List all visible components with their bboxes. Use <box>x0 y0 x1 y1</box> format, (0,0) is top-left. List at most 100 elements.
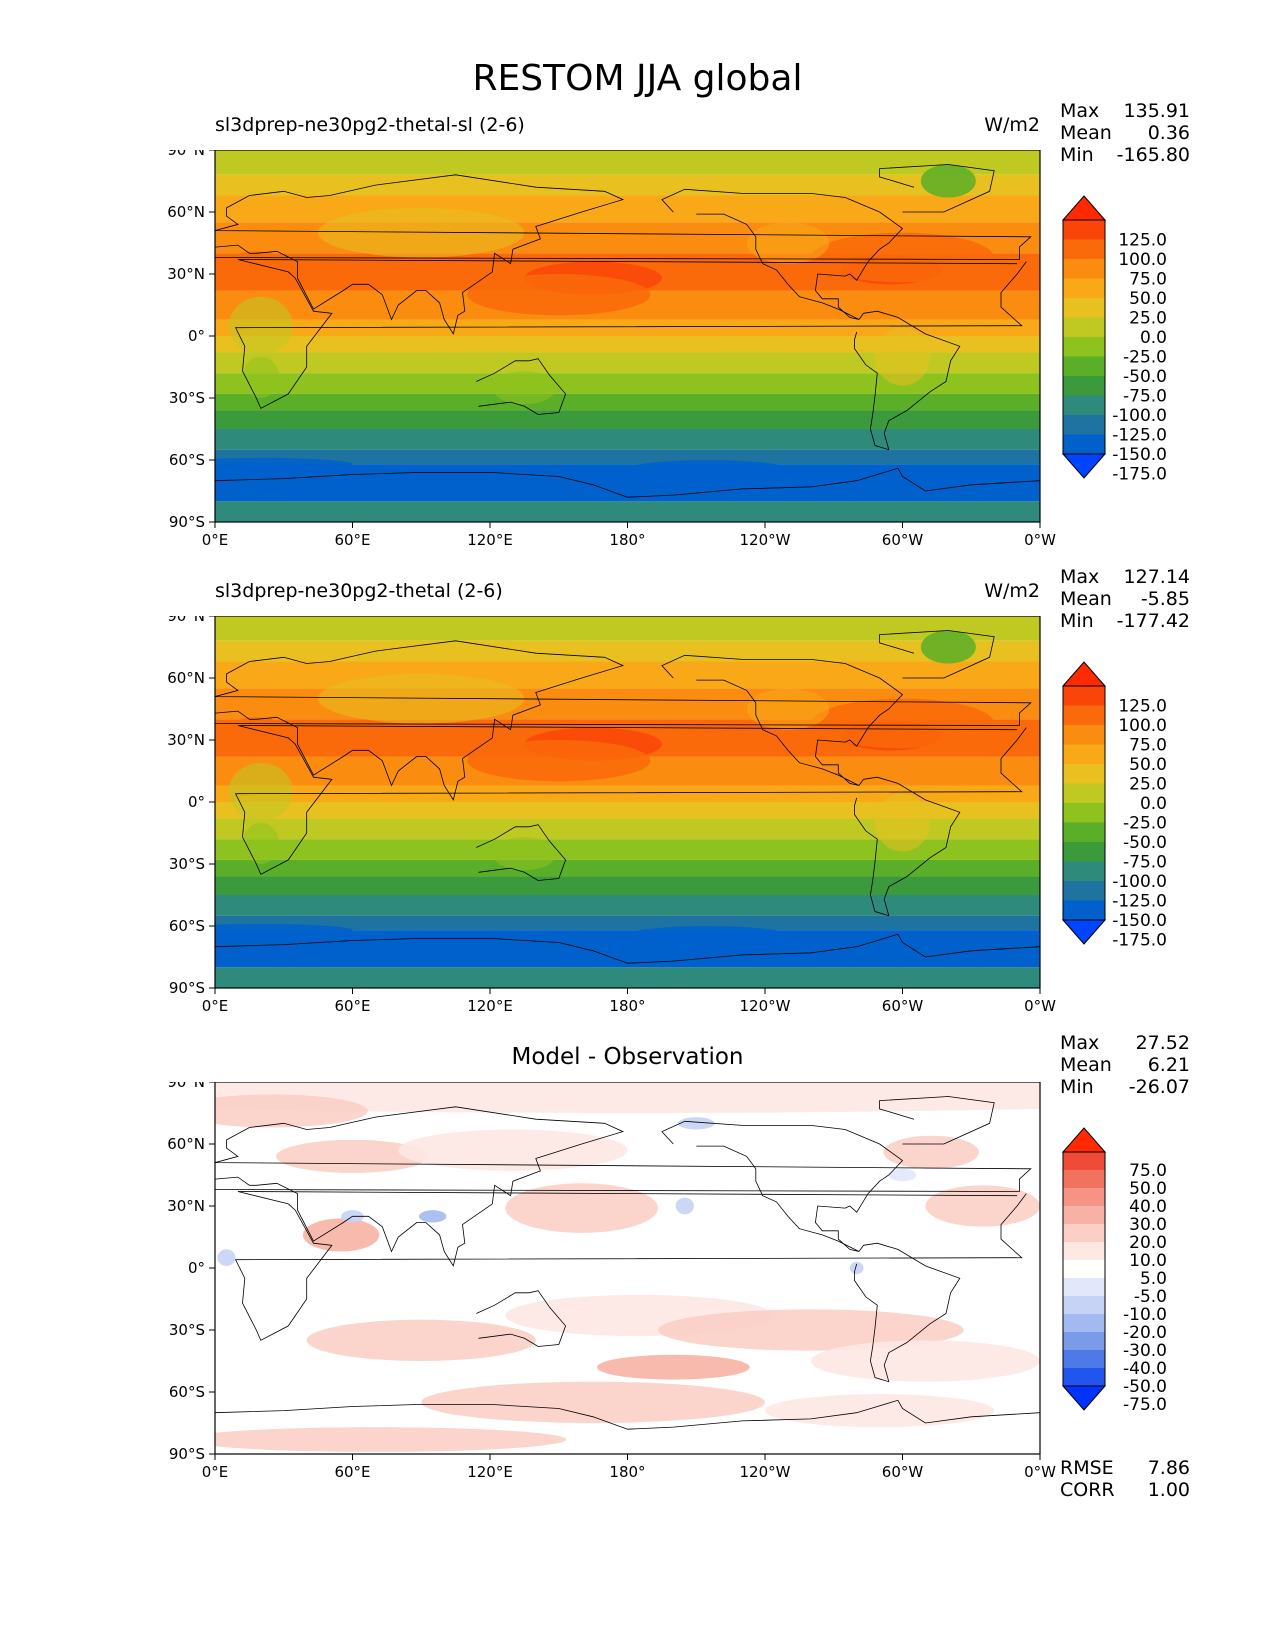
map-panel-difference: Model - Observation Max 27.52 Mean 6.21 Mi… <box>0 1032 1275 1552</box>
field-feature <box>675 1197 694 1215</box>
colorbar-frame <box>1062 685 1106 921</box>
colorbar-label: 125.0 <box>1118 231 1167 251</box>
mean-label: Mean <box>1060 1054 1112 1076</box>
field-feature <box>810 1340 1040 1382</box>
field-feature <box>418 1210 447 1223</box>
max-value: 27.52 <box>1135 1032 1190 1054</box>
lon-tick-label: 180° <box>609 997 645 1015</box>
colorbar-segment <box>1063 1206 1105 1225</box>
colorbar-frame <box>1062 1151 1106 1387</box>
field-feature <box>215 1427 567 1452</box>
lat-tick-label: 60°N <box>167 669 205 687</box>
map-panel-model-sl: sl3dprep-ne30pg2-thetal-sl (2-6) W/m2 Ma… <box>0 100 1275 620</box>
field-band <box>215 818 1040 840</box>
colorbar-label: 5.0 <box>1140 1269 1167 1289</box>
colorbar-extend-top <box>1061 1127 1107 1153</box>
coastline <box>879 164 995 213</box>
field-band <box>215 839 1040 860</box>
mean-label: Mean <box>1060 122 1112 144</box>
field-band <box>215 616 1040 641</box>
colorbar-label: 0.0 <box>1140 328 1167 348</box>
colorbar: 75.050.040.030.020.010.05.0-5.0-10.0-20.… <box>1061 1127 1167 1415</box>
colorbar-segment <box>1063 1260 1105 1279</box>
colorbar-segment <box>1063 395 1105 416</box>
lon-tick-label: 0°W <box>1024 997 1056 1015</box>
colorbar-segment <box>1063 239 1105 260</box>
field-feature <box>276 1139 429 1173</box>
lat-tick-label: 30°N <box>167 731 205 749</box>
lon-tick-label: 120°W <box>740 531 791 549</box>
lat-tick-label: 60°N <box>167 203 205 221</box>
field-feature <box>746 222 830 264</box>
field-band <box>215 429 1040 450</box>
rmse-label: RMSE <box>1060 1457 1114 1479</box>
coastline <box>661 1120 904 1252</box>
field-feature <box>875 793 930 852</box>
field-band <box>215 640 1040 662</box>
colorbar-segment <box>1063 822 1105 843</box>
lon-tick-label: 60°E <box>334 997 370 1015</box>
lon-tick-label: 0°E <box>202 997 229 1015</box>
colorbar-segment <box>1063 861 1105 882</box>
lat-tick-label: 90°S <box>169 1445 205 1463</box>
field-feature <box>616 460 800 485</box>
coastline <box>234 725 1027 875</box>
coastline <box>476 358 567 415</box>
field-feature <box>677 1117 715 1130</box>
colorbar-label: -175.0 <box>1112 931 1167 951</box>
colorbar-label: 75.0 <box>1129 270 1167 290</box>
units-label: W/m2 <box>984 114 1040 136</box>
field-band <box>215 393 1040 411</box>
coastline <box>215 174 1032 335</box>
coastline <box>476 824 567 881</box>
lat-tick-label: 90°N <box>167 616 205 625</box>
field-feature <box>920 630 976 664</box>
field-feature <box>215 1082 1040 1113</box>
colorbar-label: 0.0 <box>1140 794 1167 814</box>
lat-tick-label: 0° <box>188 793 205 811</box>
lon-tick-label: 60°W <box>882 997 924 1015</box>
lat-tick-label: 90°S <box>169 513 205 531</box>
field-feature <box>746 688 830 730</box>
colorbar-label: -50.0 <box>1123 367 1167 387</box>
field-feature <box>616 926 800 951</box>
colorbar-label: -5.0 <box>1134 1287 1167 1307</box>
lon-tick-label: 0°W <box>1024 1463 1056 1481</box>
colorbar-label: -125.0 <box>1112 892 1167 912</box>
lon-tick-label: 120°E <box>467 531 513 549</box>
field-feature <box>318 207 525 258</box>
field-band <box>215 449 1040 465</box>
colorbar-segment <box>1063 1278 1105 1297</box>
field-band <box>215 336 1040 353</box>
field-band <box>215 150 1040 175</box>
coastline <box>879 1096 995 1145</box>
map-panel-model: sl3dprep-ne30pg2-thetal (2-6) W/m2 Max 12… <box>0 566 1275 1086</box>
coastline <box>215 1106 1032 1267</box>
lon-tick-label: 60°E <box>334 1463 370 1481</box>
colorbar-segment <box>1063 434 1105 455</box>
colorbar-segment <box>1063 842 1105 862</box>
field-feature <box>492 837 557 871</box>
max-label: Max <box>1060 1032 1100 1054</box>
lat-tick-label: 30°S <box>169 855 205 873</box>
colorbar-label: -150.0 <box>1112 911 1167 931</box>
colorbar-label: -75.0 <box>1123 853 1167 873</box>
map-svg: 90°N 60°N 30°N 0° 30°S 60°S 90°S0°E 60°E 120°E 18… <box>167 1082 1167 1481</box>
error-stats-block: RMSE 7.86 CORR 1.00 <box>1060 1457 1190 1501</box>
colorbar: 125.0100.075.050.025.00.0-25.0-50.0-75.0… <box>1061 661 1167 951</box>
colorbar-label: -75.0 <box>1123 387 1167 407</box>
colorbar-segment <box>1063 744 1105 765</box>
colorbar-label: -25.0 <box>1123 348 1167 368</box>
corr-value: 1.00 <box>1147 1479 1190 1501</box>
min-value: -177.42 <box>1116 610 1190 632</box>
figure-title: RESTOM JJA global <box>472 58 803 99</box>
map-field <box>215 616 1040 988</box>
lon-tick-label: 120°W <box>740 997 791 1015</box>
colorbar-segment <box>1063 1170 1105 1189</box>
field-band <box>215 967 1040 988</box>
coastline <box>879 630 995 679</box>
colorbar-segment <box>1063 259 1105 279</box>
field-band <box>215 895 1040 916</box>
field-band <box>215 802 1040 819</box>
coastline <box>234 1191 1027 1341</box>
